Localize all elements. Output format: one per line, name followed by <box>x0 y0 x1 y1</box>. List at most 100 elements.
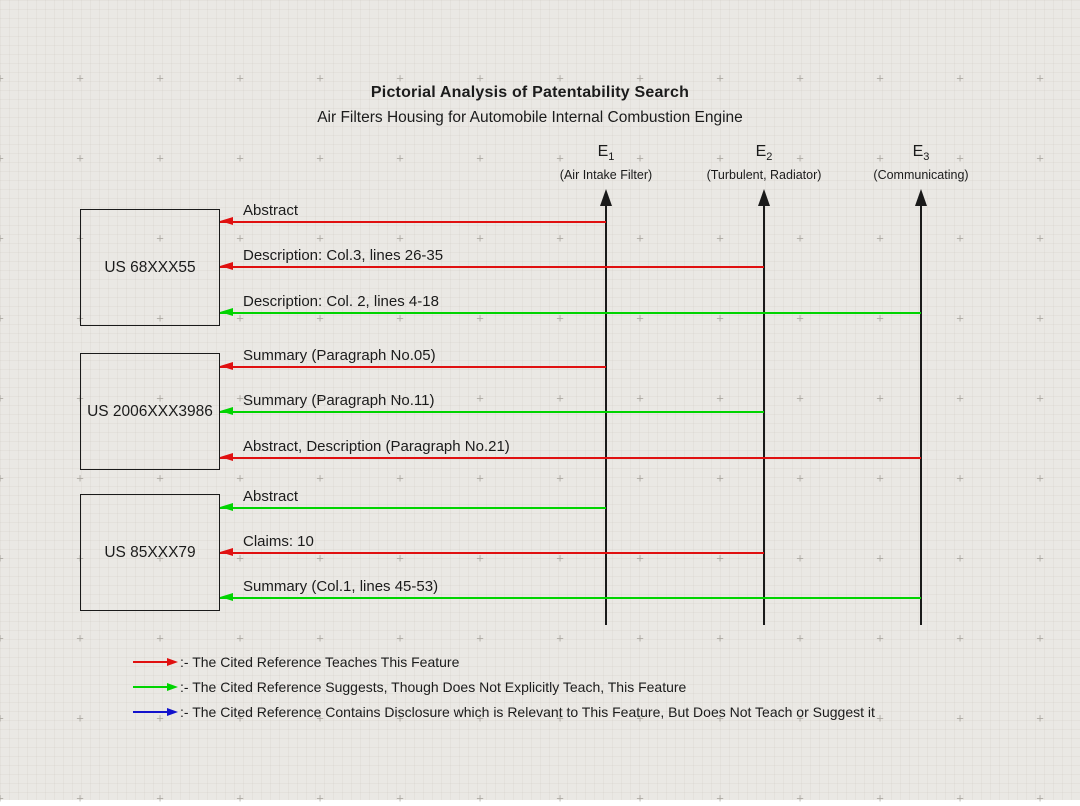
grid-plus-mark: + <box>476 470 484 486</box>
grid-plus-mark: + <box>796 230 804 246</box>
feature-label: Description: Col. 2, lines 4-18 <box>243 293 439 310</box>
legend-arrow-line <box>133 686 168 688</box>
feature-arrow-line <box>220 411 764 413</box>
grid-plus-mark: + <box>76 790 84 806</box>
grid-plus-mark: + <box>716 230 724 246</box>
grid-plus-mark: + <box>876 630 884 646</box>
left-arrowhead-icon <box>220 548 233 556</box>
grid-plus-mark: + <box>1036 710 1044 726</box>
grid-plus-mark: + <box>476 230 484 246</box>
feature-arrow-line <box>220 366 606 368</box>
grid-plus-mark: + <box>796 790 804 806</box>
grid-plus-mark: + <box>876 550 884 566</box>
grid-plus-mark: + <box>636 790 644 806</box>
legend-text: :- The Cited Reference Suggests, Though … <box>180 679 687 695</box>
grid-plus-mark: + <box>796 550 804 566</box>
grid-plus-mark: + <box>556 470 564 486</box>
grid-plus-mark: + <box>636 470 644 486</box>
grid-plus-mark: + <box>476 390 484 406</box>
grid-plus-mark: + <box>956 390 964 406</box>
grid-plus-mark: + <box>0 631 4 646</box>
feature-arrow-line <box>220 266 764 268</box>
grid-plus-mark: + <box>236 150 244 166</box>
feature-label: Description: Col.3, lines 26-35 <box>243 247 444 264</box>
grid-plus-mark: + <box>956 710 964 726</box>
grid-plus-mark: + <box>1036 390 1044 406</box>
left-arrowhead-icon <box>220 217 233 225</box>
feature-label: Summary (Paragraph No.05) <box>243 347 436 364</box>
element-line-e2 <box>763 204 765 625</box>
element-line-e3 <box>920 204 922 625</box>
grid-plus-mark: + <box>236 470 244 486</box>
grid-plus-mark: + <box>76 630 84 646</box>
left-arrowhead-icon <box>220 453 233 461</box>
up-arrowhead-icon <box>758 189 770 206</box>
grid-plus-mark: + <box>796 630 804 646</box>
grid-plus-mark: + <box>0 791 4 806</box>
left-arrowhead-icon <box>220 593 233 601</box>
reference-box: US 68XXX55 <box>80 209 220 326</box>
feature-label: Summary (Paragraph No.11) <box>243 392 435 409</box>
element-label-e3: E3 <box>912 143 930 164</box>
grid-plus-mark: + <box>236 230 244 246</box>
legend-text: :- The Cited Reference Contains Disclosu… <box>180 704 875 720</box>
up-arrowhead-icon <box>600 189 612 206</box>
element-description-e2: (Turbulent, Radiator) <box>706 168 822 182</box>
grid-plus-mark: + <box>236 790 244 806</box>
grid-plus-mark: + <box>876 470 884 486</box>
grid-plus-mark: + <box>0 311 4 326</box>
feature-arrow-line <box>220 552 764 554</box>
grid-plus-mark: + <box>396 150 404 166</box>
grid-plus-mark: + <box>0 391 4 406</box>
grid-plus-mark: + <box>0 711 4 726</box>
grid-plus-mark: + <box>1036 470 1044 486</box>
grid-plus-mark: + <box>1036 790 1044 806</box>
grid-plus-mark: + <box>1036 550 1044 566</box>
grid-plus-mark: + <box>556 390 564 406</box>
grid-plus-mark: + <box>396 790 404 806</box>
grid-plus-mark: + <box>636 630 644 646</box>
grid-plus-mark: + <box>956 470 964 486</box>
right-arrowhead-icon <box>167 683 178 691</box>
left-arrowhead-icon <box>220 503 233 511</box>
grid-plus-mark: + <box>876 390 884 406</box>
diagram-title: Pictorial Analysis of Patentability Sear… <box>370 84 690 101</box>
feature-label: Abstract <box>243 202 299 219</box>
grid-plus-mark: + <box>156 630 164 646</box>
grid-plus-mark: + <box>956 550 964 566</box>
left-arrowhead-icon <box>220 407 233 415</box>
element-line-e1 <box>605 204 607 625</box>
feature-arrow-line <box>220 221 606 223</box>
grid-plus-mark: + <box>876 230 884 246</box>
grid-plus-mark: + <box>876 790 884 806</box>
grid-plus-mark: + <box>0 471 4 486</box>
grid-plus-mark: + <box>76 710 84 726</box>
grid-plus-mark: + <box>956 310 964 326</box>
feature-label: Summary (Col.1, lines 45-53) <box>243 578 439 595</box>
grid-plus-mark: + <box>476 630 484 646</box>
diagram-subtitle: Air Filters Housing for Automobile Inter… <box>317 109 743 126</box>
grid-plus-mark: + <box>956 230 964 246</box>
grid-plus-mark: + <box>1036 630 1044 646</box>
grid-plus-mark: + <box>956 790 964 806</box>
grid-plus-mark: + <box>316 150 324 166</box>
grid-plus-mark: + <box>796 470 804 486</box>
grid-plus-mark: + <box>396 470 404 486</box>
grid-plus-mark: + <box>716 390 724 406</box>
grid-plus-mark: + <box>956 630 964 646</box>
feature-arrow-line <box>220 457 921 459</box>
left-arrowhead-icon <box>220 262 233 270</box>
grid-plus-mark: + <box>156 470 164 486</box>
grid-plus-mark: + <box>0 551 4 566</box>
feature-arrow-line <box>220 507 606 509</box>
grid-plus-mark: + <box>716 630 724 646</box>
element-description-e3: (Communicating) <box>873 168 969 182</box>
grid-plus-mark: + <box>556 630 564 646</box>
element-label-e2: E2 <box>755 143 773 164</box>
grid-plus-mark: + <box>316 790 324 806</box>
grid-plus-mark: + <box>156 150 164 166</box>
feature-arrow-line <box>220 597 921 599</box>
feature-label: Abstract <box>243 488 299 505</box>
grid-plus-mark: + <box>396 230 404 246</box>
